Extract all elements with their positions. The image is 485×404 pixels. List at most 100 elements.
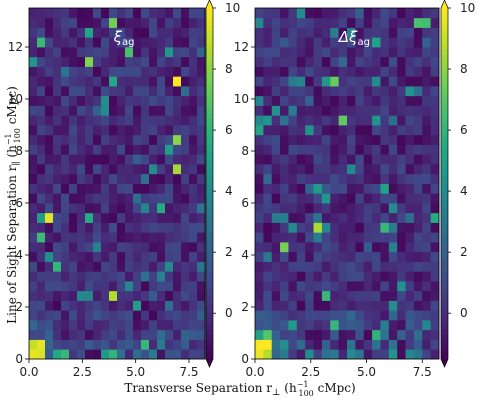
y-tick-label: 4 <box>15 248 23 262</box>
heatmap-cell <box>101 8 110 19</box>
heatmap-cell <box>430 105 440 116</box>
heatmap-cell <box>255 105 264 116</box>
heatmap-cell <box>69 281 78 292</box>
y-tick-label: 2 <box>241 300 249 314</box>
heatmap-cell <box>380 173 390 184</box>
heatmap-cell <box>133 8 142 19</box>
heatmap-cell <box>189 242 198 253</box>
heatmap-cell <box>141 251 150 262</box>
heatmap-cell <box>397 251 406 262</box>
heatmap-cell <box>380 349 390 360</box>
heatmap-cell <box>133 17 142 28</box>
heatmap-cell <box>321 8 331 19</box>
heatmap-cell <box>93 349 102 360</box>
heatmap-cell <box>109 251 118 262</box>
heatmap-cell <box>29 183 38 194</box>
colorbar-segment <box>441 43 448 50</box>
heatmap-cell <box>388 154 398 165</box>
heatmap-cell <box>296 222 306 233</box>
heatmap-cell <box>133 37 142 48</box>
heatmap-cell <box>355 56 365 67</box>
heatmap-cell <box>101 281 110 292</box>
heatmap-cell <box>296 193 306 204</box>
heatmap-cell <box>61 290 70 301</box>
heatmap-cell <box>29 242 38 253</box>
heatmap-cell <box>93 164 102 175</box>
heatmap-cell <box>173 320 182 331</box>
y-axis-label-sub: ∥ <box>11 161 22 165</box>
heatmap-cell <box>271 271 281 282</box>
heatmap-cell <box>53 212 62 223</box>
heatmap-cell <box>271 144 281 155</box>
heatmap-cell <box>61 115 70 126</box>
y-tick-label: 8 <box>241 144 249 158</box>
heatmap-cell <box>141 86 150 97</box>
y-tick-label: 0 <box>241 352 249 366</box>
y-axis-label-text: Line of Sight Separation r <box>5 165 19 324</box>
heatmap-cell <box>330 212 340 223</box>
heatmap-cell <box>157 115 166 126</box>
heatmap-cell <box>405 261 415 272</box>
x-axis-label-units-post: cMpc) <box>314 381 356 395</box>
heatmap-cell <box>422 95 432 106</box>
heatmap-cell <box>355 212 365 223</box>
heatmap-cell <box>271 105 281 116</box>
heatmap-cell <box>338 27 348 38</box>
heatmap-cell <box>263 261 273 272</box>
heatmap-cell <box>280 86 289 97</box>
heatmap-cell <box>125 271 134 282</box>
heatmap-cell <box>101 212 110 223</box>
y-axis-label-sub2: 100 <box>13 128 22 143</box>
heatmap-cell <box>165 232 174 243</box>
heatmap-cell <box>117 281 126 292</box>
heatmap-cell <box>117 212 126 223</box>
heatmap-cell <box>397 115 406 126</box>
heatmap-cell <box>263 95 273 106</box>
heatmap-cell <box>271 37 281 48</box>
heatmap-cell <box>422 17 432 28</box>
heatmap-cell <box>197 251 206 262</box>
heatmap-cell <box>189 56 198 67</box>
heatmap-cell <box>397 183 406 194</box>
heatmap-cell <box>61 183 70 194</box>
heatmap-cell <box>45 183 54 194</box>
heatmap-cell <box>173 37 182 48</box>
heatmap-cell <box>288 339 298 350</box>
heatmap-cell <box>69 300 78 311</box>
heatmap-cell <box>296 310 306 321</box>
heatmap-cell <box>133 193 142 204</box>
heatmap-cell <box>305 144 314 155</box>
colorbar-segment <box>206 282 213 290</box>
heatmap-cell <box>181 144 190 155</box>
heatmap-cell <box>355 290 365 301</box>
heatmap-cell <box>157 8 166 19</box>
colorbar-segment <box>441 130 448 138</box>
heatmap-cell <box>372 183 381 194</box>
heatmap-cell <box>330 203 340 214</box>
heatmap-cell <box>157 173 166 184</box>
colorbar-segment <box>441 224 448 231</box>
heatmap-cell <box>263 17 273 28</box>
heatmap-cell <box>189 134 198 145</box>
colorbar-segment <box>441 37 448 44</box>
heatmap-cell <box>37 8 46 19</box>
heatmap-cell <box>296 183 306 194</box>
heatmap-cell <box>305 320 314 331</box>
heatmap-cell <box>330 144 340 155</box>
heatmap-cell <box>173 300 182 311</box>
heatmap-cell <box>69 17 78 28</box>
heatmap-cell <box>430 47 440 58</box>
heatmap-cell <box>422 125 432 136</box>
heatmap-cell <box>149 329 158 340</box>
heatmap-cell <box>37 271 46 282</box>
heatmap-cell <box>347 134 356 145</box>
heatmap-cell <box>45 203 54 214</box>
colorbar-segment <box>206 89 213 97</box>
heatmap-cell <box>125 56 134 67</box>
heatmap-cell <box>181 310 190 321</box>
y-axis-label-sup: −1 <box>4 133 13 145</box>
heatmap-cell <box>347 261 356 272</box>
colorbar-segment <box>441 13 448 21</box>
heatmap-cell <box>181 164 190 175</box>
colorbar-segment <box>206 201 213 208</box>
